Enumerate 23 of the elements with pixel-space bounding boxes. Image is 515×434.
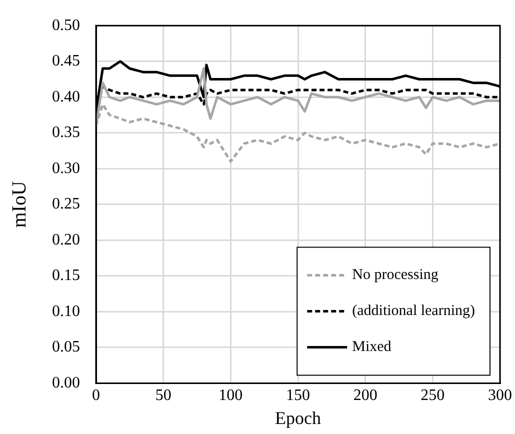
x-tick-label: 300 (488, 387, 512, 404)
legend-label: Mixed (352, 339, 392, 356)
legend-label: No processing (352, 267, 439, 284)
y-tick-label: 0.25 (52, 196, 80, 213)
x-tick-label: 100 (218, 387, 243, 404)
x-axis-title: Epoch (275, 408, 321, 428)
x-tick-label: 250 (420, 387, 445, 404)
legend-label: (additional learning) (352, 303, 476, 320)
y-tick-label: 0.30 (52, 160, 80, 177)
y-tick-label: 0.35 (52, 124, 80, 142)
y-tick-label: 0.20 (52, 231, 80, 248)
x-tick-label: 200 (353, 387, 378, 404)
y-tick-label: 0.05 (52, 338, 80, 356)
y-axis-title: mIoU (8, 180, 30, 228)
y-tick-label: 0.40 (52, 88, 80, 106)
y-tick-label: 0.10 (52, 302, 80, 320)
y-tick-label: 0.50 (52, 16, 80, 34)
x-tick-label: 0 (92, 387, 100, 404)
y-tick-label: 0.15 (52, 267, 80, 284)
x-tick-label: 50 (155, 387, 172, 404)
y-tick-label: 0.45 (52, 52, 80, 70)
x-tick-label: 150 (286, 387, 310, 404)
y-tick-label: 0.00 (52, 374, 80, 392)
